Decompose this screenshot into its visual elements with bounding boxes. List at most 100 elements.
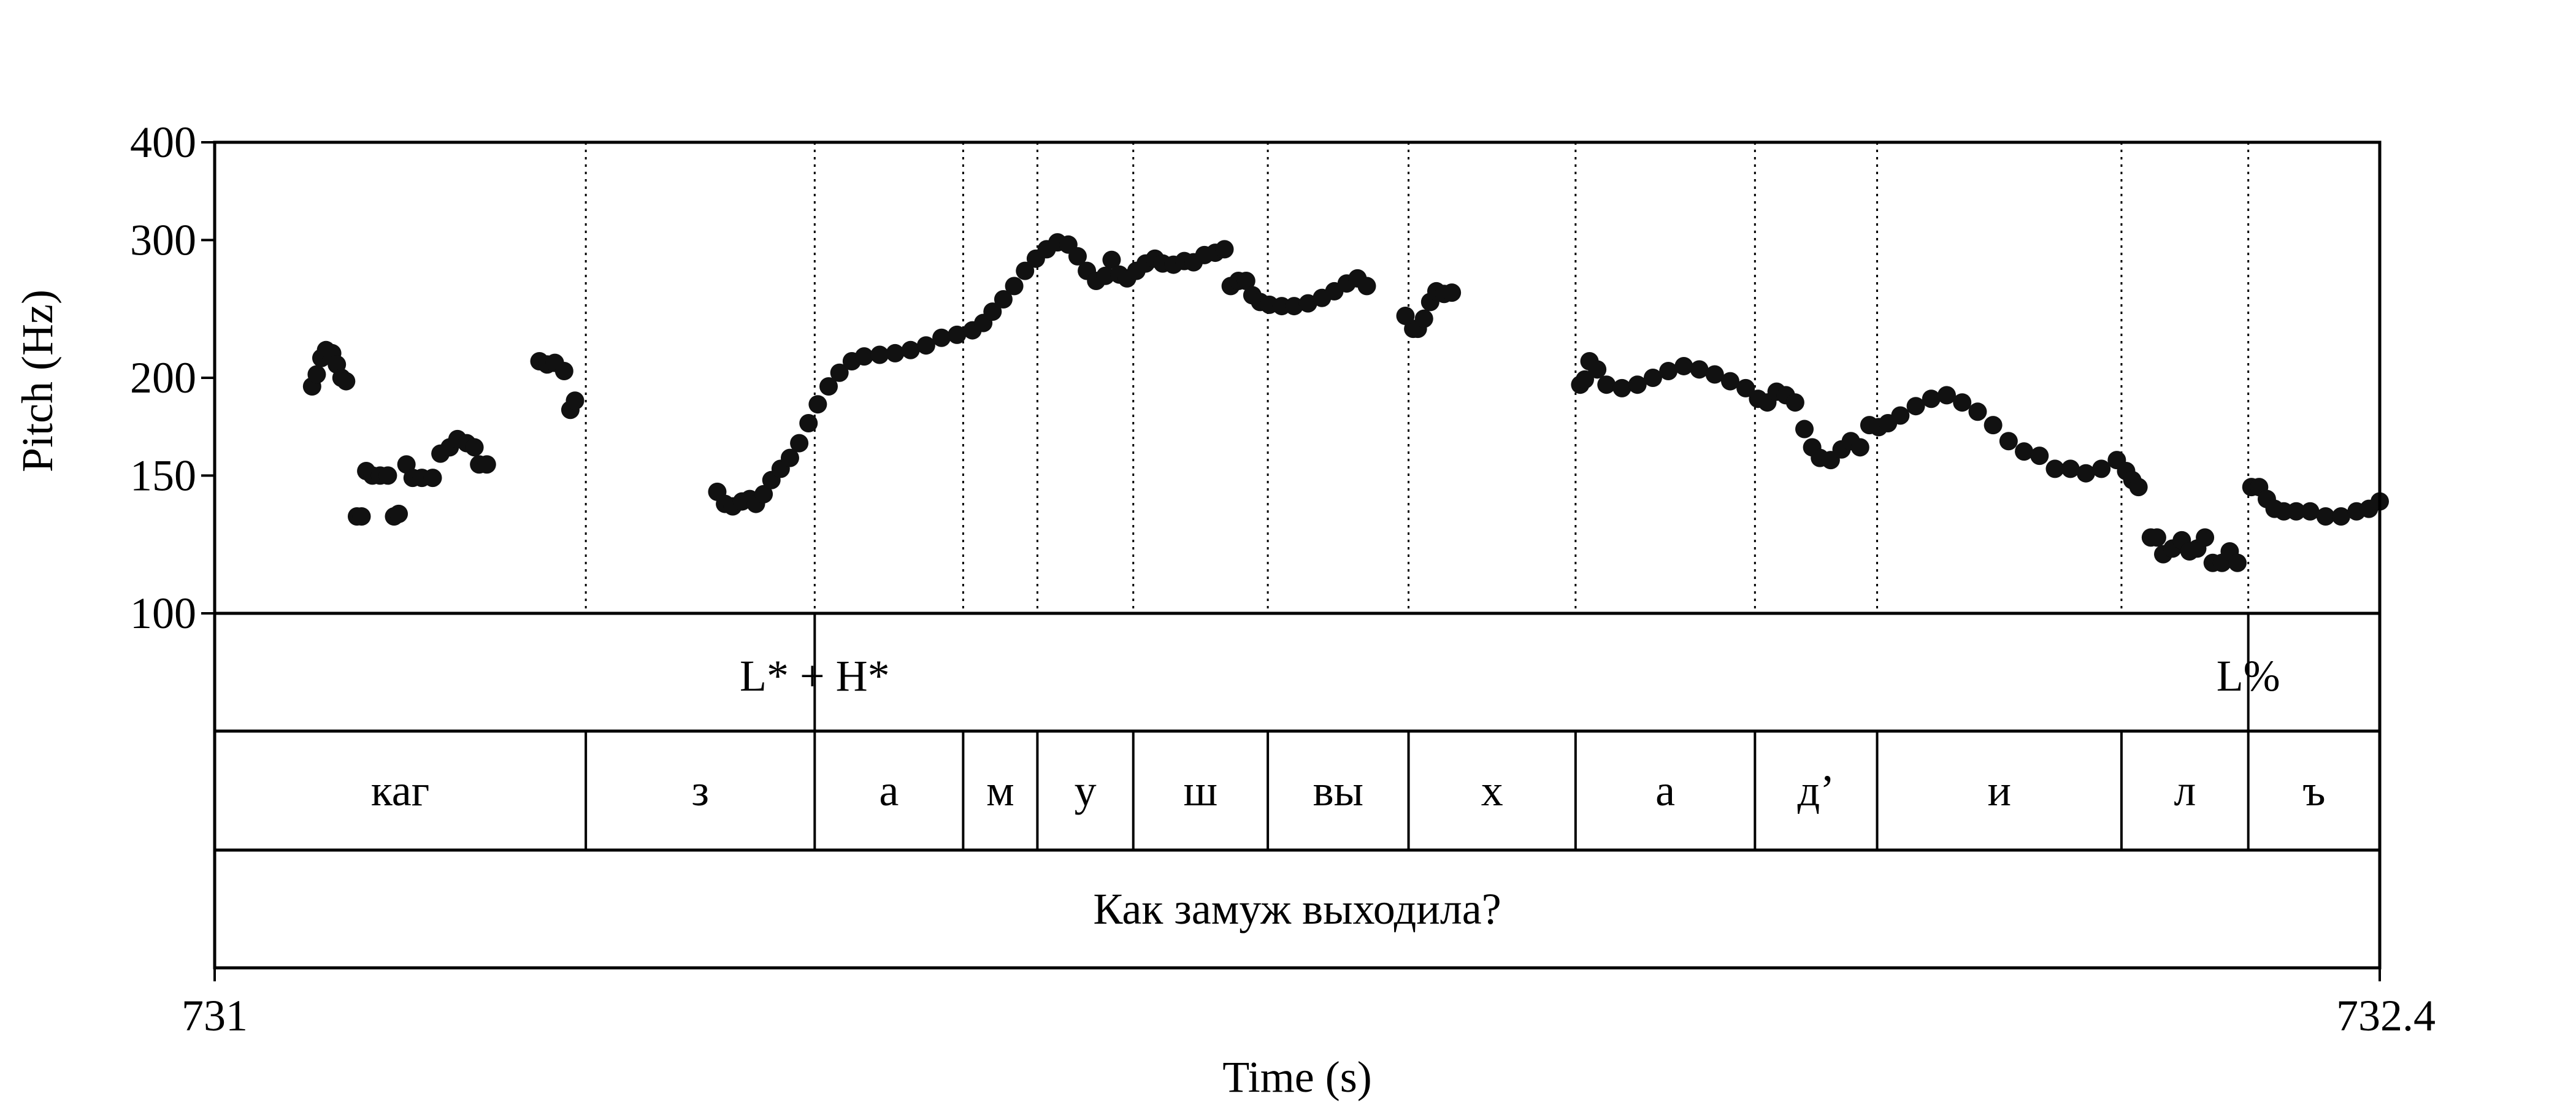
pitch-point [1721, 372, 1739, 391]
pitch-point [1968, 402, 1987, 421]
pitch-point [2228, 553, 2247, 572]
pitch-point [2316, 507, 2335, 526]
y-tick-label: 150 [130, 451, 196, 500]
pitch-point [886, 343, 905, 362]
pitch-point [994, 289, 1013, 309]
pitch-point [1984, 416, 2003, 435]
tone-label: L* + H* [740, 651, 890, 700]
segment-label: з [692, 766, 709, 815]
pitch-point [780, 448, 799, 467]
pitch-point [1891, 406, 1910, 425]
pitch-point [1597, 375, 1616, 394]
pitch-panel-frame [213, 140, 2382, 615]
y-tick-label: 200 [130, 353, 196, 402]
pitch-point [565, 391, 585, 410]
segment-label: а [1655, 766, 1675, 815]
pitch-point [2331, 507, 2350, 526]
pitch-point [2045, 459, 2064, 478]
pitch-point [1795, 420, 1814, 439]
pitch-point [855, 347, 873, 366]
pitch-point [1659, 362, 1678, 381]
pitch-point [799, 413, 818, 432]
pitch-point [1674, 356, 1693, 375]
pitch-point [1850, 438, 1869, 457]
segment-label: х [1481, 766, 1503, 815]
tone-tier-frame [213, 611, 2382, 733]
pitch-point [1284, 297, 1303, 316]
pitch-point [1736, 378, 1755, 397]
pitch-point [1215, 240, 1234, 259]
pitch-point [337, 372, 356, 391]
pitch-point [2287, 502, 2306, 521]
axes: Pitch (Hz) Time (s) 731 732.4 [13, 289, 2436, 1102]
pitch-point [870, 345, 889, 364]
pitch-point [1298, 294, 1317, 313]
segment-label: м [986, 766, 1014, 815]
pitch-point [1612, 378, 1631, 397]
pitch-point [423, 469, 442, 488]
pitch-point [1785, 393, 1804, 412]
pitch-point [830, 363, 849, 382]
pitch-point [2092, 459, 2111, 478]
pitch-point [1016, 261, 1035, 280]
segment-label: д’ [1798, 766, 1835, 815]
pitch-point [1443, 283, 1462, 302]
x-axis-label: Time (s) [1222, 1052, 1371, 1102]
pitch-point [1102, 250, 1121, 269]
pitch-point [2301, 502, 2320, 521]
pitch-point [2061, 459, 2080, 478]
pitch-point [554, 362, 573, 381]
pitch-point [1005, 277, 1024, 296]
pitch-point [2147, 528, 2166, 547]
pitch-point [819, 377, 838, 396]
pitch-point [1906, 397, 1925, 416]
pitch-point [1588, 360, 1607, 379]
pitch-point [916, 336, 935, 355]
pitch-point [307, 365, 326, 384]
pitch-point [389, 504, 408, 523]
y-axis-label: Pitch (Hz) [13, 289, 62, 472]
segment-label: у [1075, 766, 1097, 815]
pitch-point [1690, 360, 1709, 379]
pitch-point [754, 485, 773, 504]
pitch-point [1938, 386, 1956, 405]
pitch-point [2196, 528, 2215, 547]
pitch-point [465, 438, 484, 457]
pitch-panel: 100 150 200 300 400 [130, 118, 2389, 638]
segment-tier: каг з а м у ш вы х а д’ и л ъ [213, 729, 2382, 852]
sentence-label: Как замуж выходила? [1093, 884, 1501, 933]
pitch-point [901, 340, 920, 359]
pitch-point [1236, 272, 1255, 291]
pitch-point [1357, 277, 1376, 296]
pitch-point [2129, 478, 2148, 497]
pitch-point [948, 325, 967, 344]
segment-label: а [879, 766, 899, 815]
pitch-point [1628, 375, 1647, 394]
pitch-point [378, 466, 397, 485]
sentence-tier-frame [213, 848, 2382, 970]
pitch-point [1575, 370, 1594, 389]
pitch-point [1705, 365, 1724, 384]
pitch-point [477, 455, 496, 474]
segment-label: и [1987, 766, 2011, 815]
pitch-point [1922, 389, 1941, 408]
pitch-point [1999, 432, 2018, 451]
y-tick-label: 100 [130, 589, 196, 638]
x-tick-label-end: 732.4 [2336, 991, 2436, 1040]
pitch-point [1096, 266, 1115, 285]
pitch-point [932, 328, 951, 347]
tone-label: L% [2217, 651, 2280, 700]
segment-label: каг [371, 766, 429, 815]
tone-tier: L* + H* L% [213, 611, 2382, 733]
y-tick-label: 400 [130, 118, 196, 167]
pitch-point [2030, 447, 2049, 466]
segment-label: ш [1184, 766, 1217, 815]
sentence-tier: Как замуж выходила? [213, 848, 2382, 970]
pitch-point [983, 302, 1002, 321]
x-tick-label-start: 731 [182, 991, 248, 1040]
segment-label: ъ [2302, 766, 2325, 815]
pitch-point [790, 434, 809, 453]
pitch-point [1068, 247, 1087, 266]
pitch-point [1953, 393, 1972, 412]
